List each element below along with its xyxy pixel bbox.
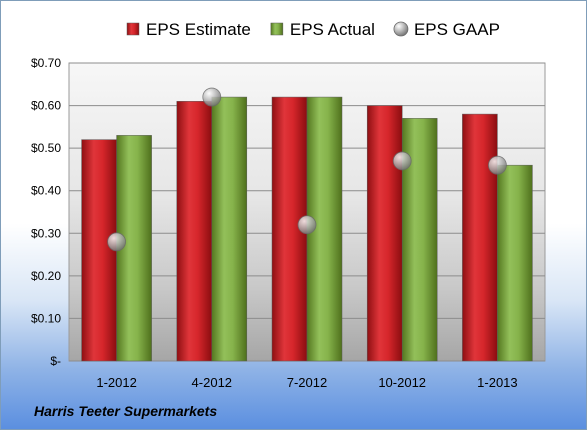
x-axis-ticks: 1-2012 4-2012 7-2012 10-2012 1-2013 xyxy=(96,375,517,390)
marker-eps-gaap xyxy=(107,232,126,252)
bar-eps-estimate xyxy=(176,101,213,362)
bar-eps-estimate xyxy=(462,113,498,362)
gaap-markers xyxy=(107,87,507,252)
legend-label: EPS Actual xyxy=(290,20,375,39)
x-tick-label: 10-2012 xyxy=(378,375,426,390)
marker-eps-gaap xyxy=(297,215,317,235)
y-tick-label: $0.20 xyxy=(31,269,61,283)
y-tick-label: $0.60 xyxy=(31,99,61,113)
y-tick-label: $0.70 xyxy=(31,56,61,70)
legend-swatch-eps-actual xyxy=(270,22,284,36)
bar-eps-estimate xyxy=(81,139,117,362)
bars xyxy=(81,96,533,362)
y-tick-label: $0.40 xyxy=(31,184,61,198)
x-tick-label: 1-2013 xyxy=(477,375,517,390)
y-axis-ticks: $- $0.10 $0.20 $0.30 $0.40 $0.50 $0.60 $0.70 xyxy=(31,56,61,368)
bar-eps-actual xyxy=(497,164,533,362)
marker-eps-gaap xyxy=(202,87,222,107)
legend-label: EPS Estimate xyxy=(146,20,251,39)
marker-eps-gaap xyxy=(392,151,412,171)
legend-swatch-eps-estimate xyxy=(126,22,140,36)
x-tick-label: 7-2012 xyxy=(287,375,327,390)
bar-eps-actual xyxy=(211,96,248,362)
y-tick-label: $0.30 xyxy=(31,226,61,240)
y-tick-label: $0.10 xyxy=(31,311,61,325)
company-label: Harris Teeter Supermarkets xyxy=(34,403,218,419)
marker-eps-gaap xyxy=(487,155,507,175)
bar-eps-estimate xyxy=(366,105,403,362)
x-tick-label: 4-2012 xyxy=(192,375,232,390)
legend-marker-eps-gaap xyxy=(393,21,409,37)
legend-label: EPS GAAP xyxy=(414,20,500,39)
x-tick-label: 1-2012 xyxy=(96,375,136,390)
y-tick-label: $- xyxy=(50,354,61,368)
legend: EPS Estimate EPS Actual EPS GAAP xyxy=(126,20,500,39)
y-tick-label: $0.50 xyxy=(31,141,61,155)
